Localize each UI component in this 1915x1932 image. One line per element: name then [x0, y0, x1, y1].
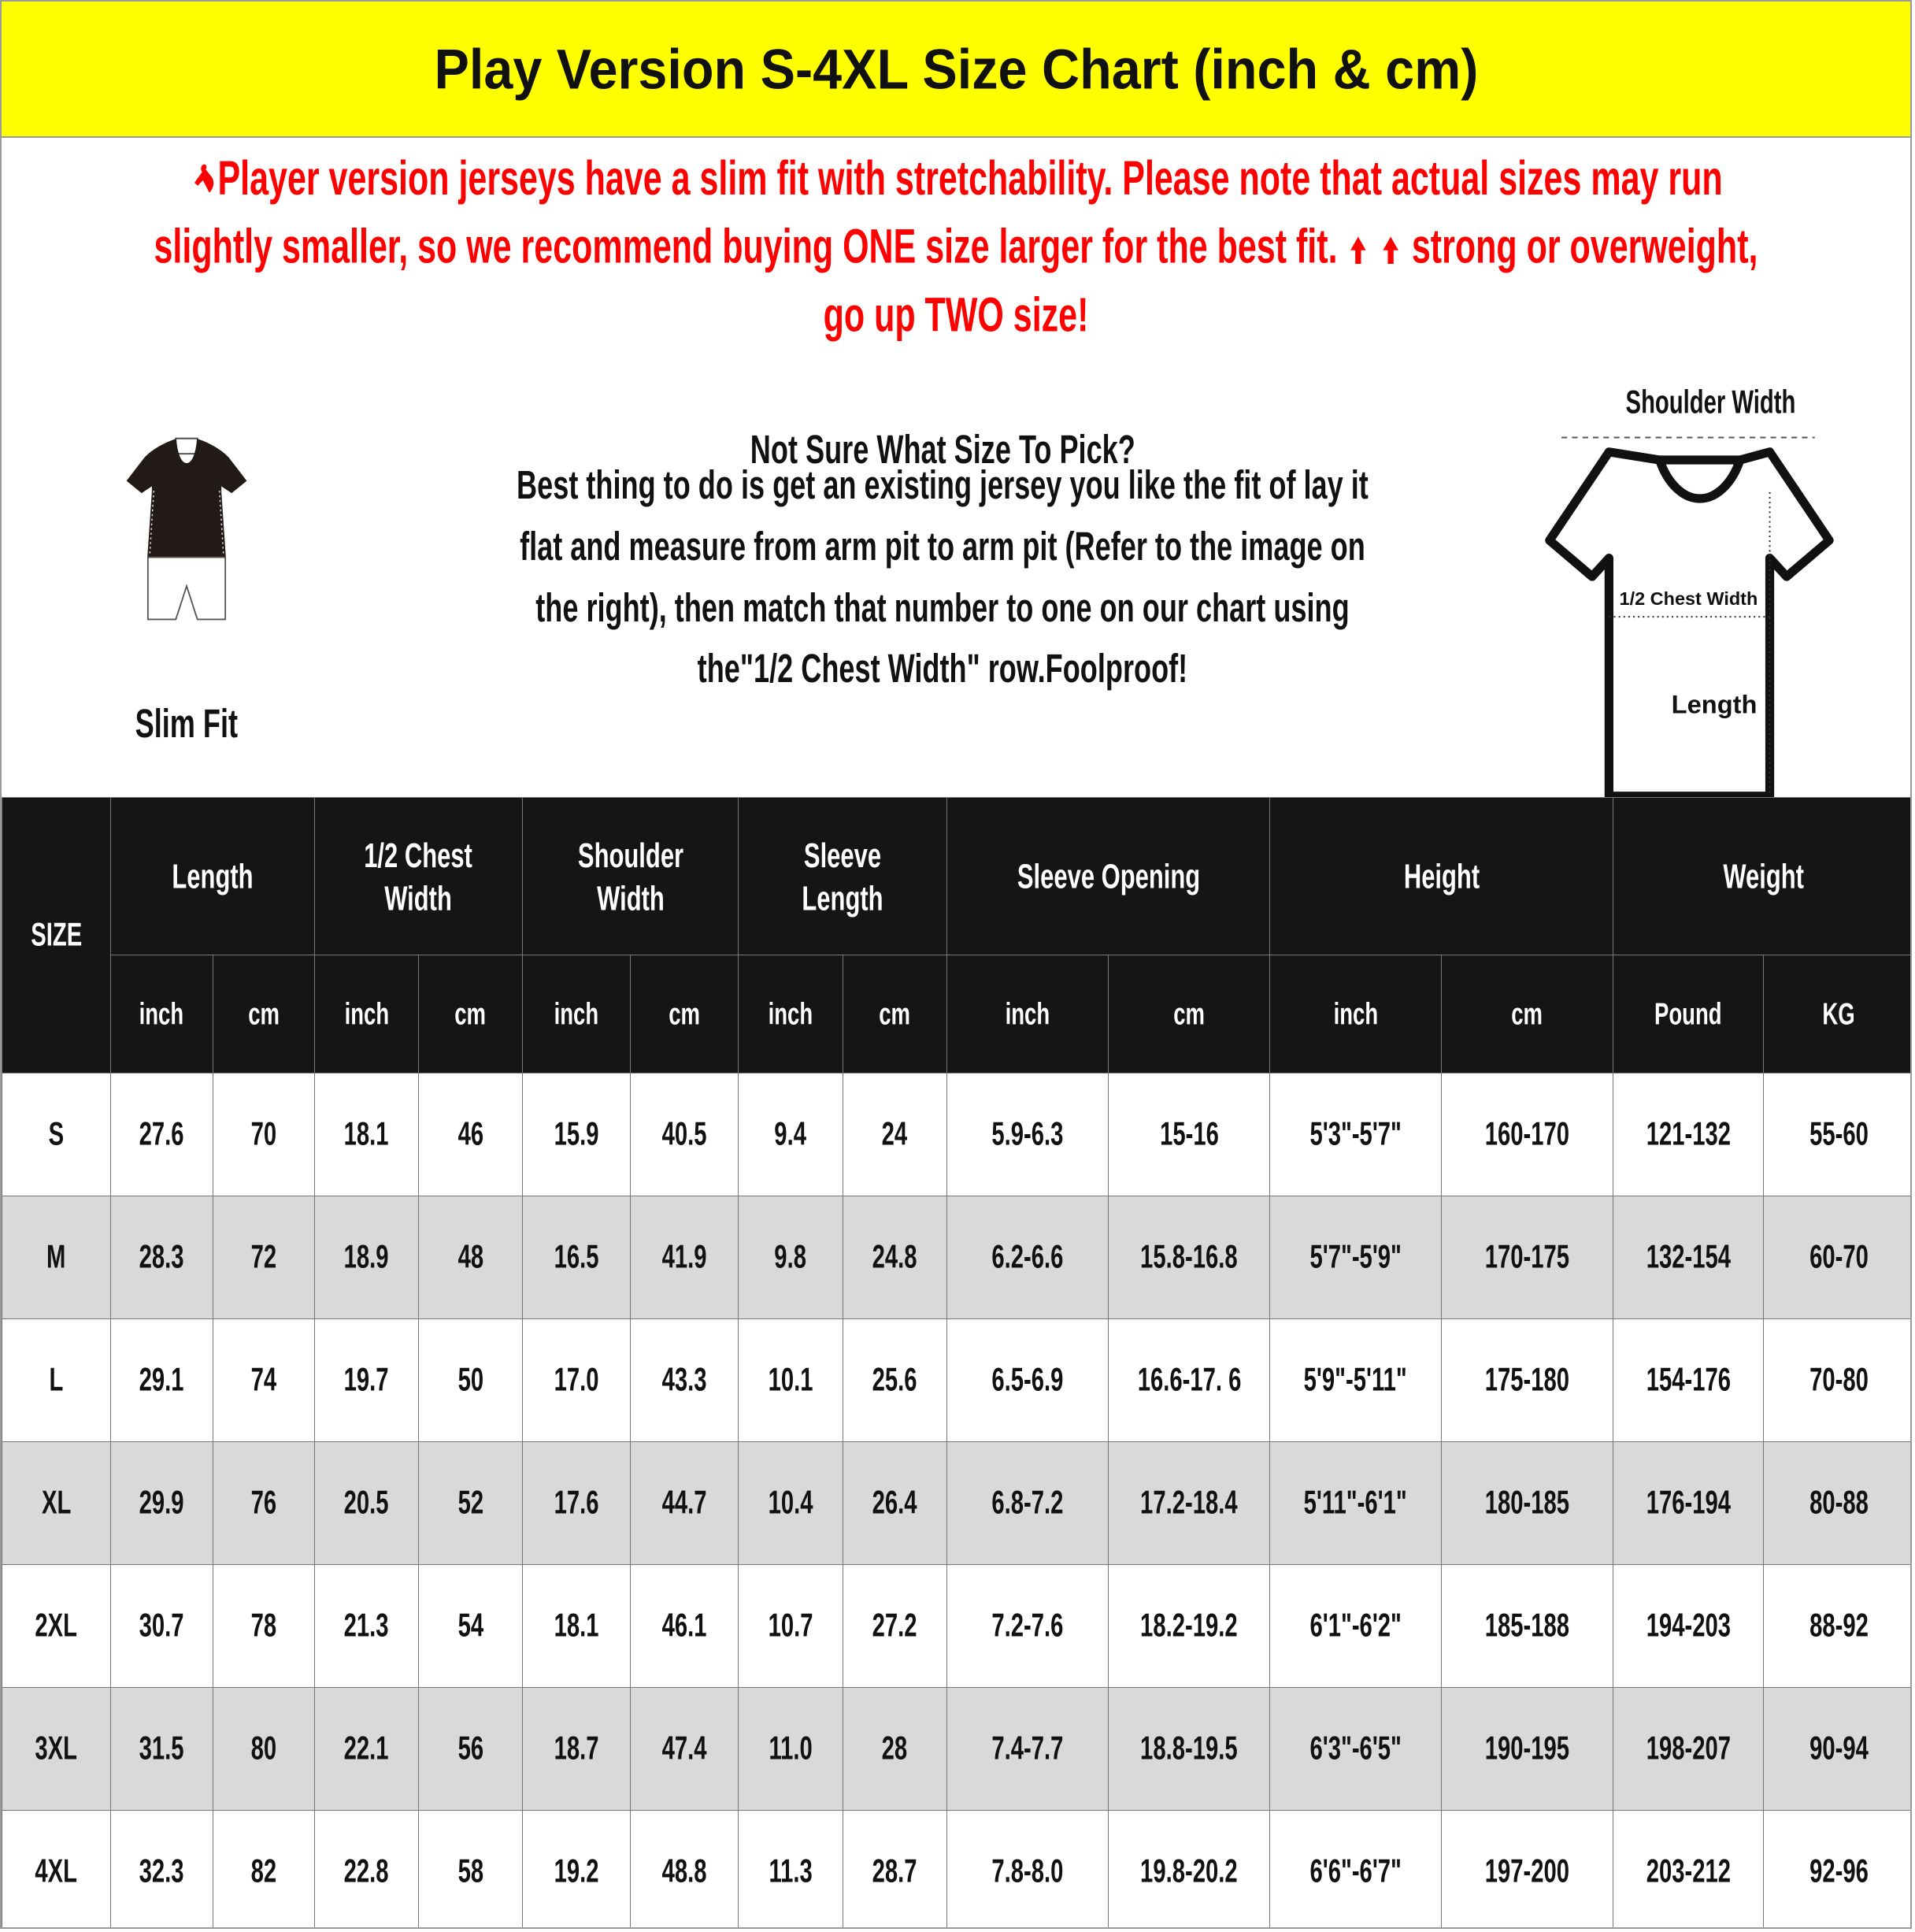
svg-text:1/2 Chest Width: 1/2 Chest Width: [1620, 588, 1758, 609]
svg-text:Length: Length: [1672, 690, 1758, 719]
